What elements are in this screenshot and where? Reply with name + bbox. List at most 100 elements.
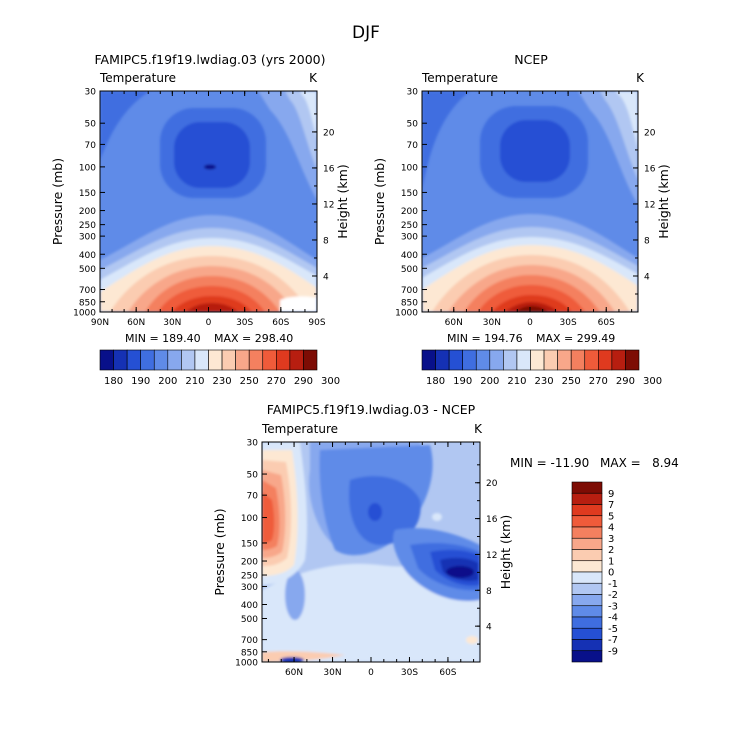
model-colorbar-swatch (235, 349, 250, 371)
obs-colorbar-label: 180 (426, 376, 445, 387)
model-x-tick-label: 90S (308, 318, 325, 328)
model-colorbar-label: 210 (185, 376, 204, 387)
model-colorbar-label: 190 (131, 376, 150, 387)
obs-y-tick-label: 850 (401, 298, 418, 308)
diff-x-tick-label: 30N (323, 668, 341, 678)
obs-colorbar-swatch (557, 349, 572, 371)
model-height-tick-label: 4 (323, 272, 329, 282)
obs-x-tick-label: 30S (560, 318, 577, 328)
diff-x-tick-label: 60S (439, 668, 456, 678)
obs-colorbar-swatch (625, 349, 640, 371)
diff-colorbar-swatch (571, 549, 603, 562)
model-height-tick-label: 16 (323, 164, 335, 174)
diff-colorbar-label: -2 (608, 590, 618, 601)
diff-x-tick-label: 0 (368, 668, 374, 678)
model-colorbar-swatch (248, 349, 264, 371)
obs-colorbar-swatch (598, 349, 613, 371)
diff-ylabel: Pressure (mb) (212, 508, 227, 595)
obs-colorbar-swatch (421, 349, 436, 371)
model-colorbar-swatch (276, 349, 291, 371)
model-x-tick-label: 60S (272, 318, 289, 328)
model-min-label: MIN = 189.40 (125, 332, 201, 345)
diff-colorbar-label: 7 (608, 500, 614, 511)
diff-colorbar-swatch (571, 560, 603, 573)
obs-colorbar-label: 210 (507, 376, 526, 387)
obs-colorbar-swatch (530, 349, 545, 371)
obs-x-tick-label: 60S (598, 318, 615, 328)
diff-y-tick-label: 700 (241, 636, 258, 646)
diff-y-tick-label: 850 (241, 648, 258, 658)
obs-y-tick-label: 1000 (395, 309, 418, 319)
obs-ylabel: Pressure (mb) (372, 158, 387, 245)
model-colorbar-swatch (113, 349, 128, 371)
diff-contour-field (262, 442, 480, 662)
diff-colorbar-swatch (571, 481, 603, 494)
obs-colorbar-swatch (543, 349, 558, 371)
diff-colorbar-label: -7 (608, 635, 618, 646)
obs-colorbar-swatch (475, 349, 491, 371)
model-ylabel: Pressure (mb) (50, 158, 65, 245)
obs-y-tick-label: 150 (401, 189, 418, 199)
diff-colorbar-label: 2 (608, 545, 614, 556)
model-colorbar-label: 230 (213, 376, 232, 387)
model-x-tick-label: 0 (206, 318, 212, 328)
model-colorbar-swatch (208, 349, 223, 371)
diff-colorbar-swatch (571, 594, 603, 607)
diff-panel: FAMIPC5.f19f19.lwdiag.03 - NCEP Temperat… (261, 402, 679, 662)
diff-height-tick-label: 8 (486, 587, 492, 597)
model-height-tick-label: 12 (323, 200, 334, 210)
diff-colorbar-swatch (571, 605, 603, 618)
diff-colorbar-label: 5 (608, 511, 614, 522)
obs-height-tick-label: 8 (644, 236, 650, 246)
obs-colorbar-swatch (516, 349, 531, 371)
model-colorbar-label: 300 (321, 376, 340, 387)
model-y-tick-label: 100 (79, 163, 96, 173)
model-colorbar-swatch (99, 349, 114, 371)
obs-y-tick-label: 200 (401, 207, 418, 217)
diff-x-tick-label: 60N (285, 668, 303, 678)
obs-x-tick-label: 60N (445, 318, 463, 328)
model-contour-field (100, 91, 317, 312)
obs-colorbar-swatch (611, 349, 626, 371)
diff-y-tick-label: 400 (241, 601, 258, 611)
model-colorbar-label: 250 (240, 376, 259, 387)
diff-colorbar-label: -4 (608, 613, 618, 624)
model-y-tick-label: 150 (79, 189, 96, 199)
model-y-tick-label: 250 (79, 221, 96, 231)
obs-colorbar-label: 270 (589, 376, 608, 387)
obs-colorbar-swatch (503, 349, 518, 371)
model-x-tick-label: 60N (127, 318, 145, 328)
obs-colorbar-swatch (489, 349, 504, 371)
obs-colorbar-swatch (570, 349, 586, 371)
model-y-tick-label: 700 (79, 286, 96, 296)
model-panel: FAMIPC5.f19f19.lwdiag.03 (yrs 2000) Temp… (95, 52, 326, 312)
model-y-tick-label: 400 (79, 251, 96, 261)
obs-contour-field (422, 91, 638, 312)
diff-colorbar-label: 9 (608, 489, 614, 500)
diff-colorbar-swatch (571, 571, 603, 584)
obs-colorbar-label: 230 (535, 376, 554, 387)
model-colorbar-swatch (262, 349, 277, 371)
diff-colorbar-swatch (571, 582, 603, 595)
model-colorbar-swatch (167, 349, 182, 371)
model-colorbar-label: 290 (294, 376, 313, 387)
obs-height-tick-label: 16 (644, 164, 656, 174)
obs-height-tick-label: 12 (644, 200, 655, 210)
diff-colorbar-label: 3 (608, 534, 614, 545)
obs-colorbar-swatch (448, 349, 463, 371)
diff-colorbar-swatch (571, 526, 603, 539)
model-colorbar-swatch (181, 349, 196, 371)
model-ylabel-right: Height (km) (335, 164, 350, 238)
model-y-tick-label: 850 (79, 298, 96, 308)
obs-y-tick-label: 100 (401, 163, 418, 173)
obs-y-tick-label: 500 (401, 265, 418, 275)
obs-y-tick-label: 30 (407, 88, 419, 98)
diff-colorbar-label: 4 (608, 523, 614, 534)
model-subtitle-left: Temperature (99, 71, 176, 85)
obs-colorbar-swatch (462, 349, 477, 371)
model-title: FAMIPC5.f19f19.lwdiag.03 (yrs 2000) (95, 52, 326, 67)
model-colorbar-swatch (126, 349, 141, 371)
model-colorbar-label: 270 (267, 376, 286, 387)
obs-y-tick-label: 700 (401, 286, 418, 296)
